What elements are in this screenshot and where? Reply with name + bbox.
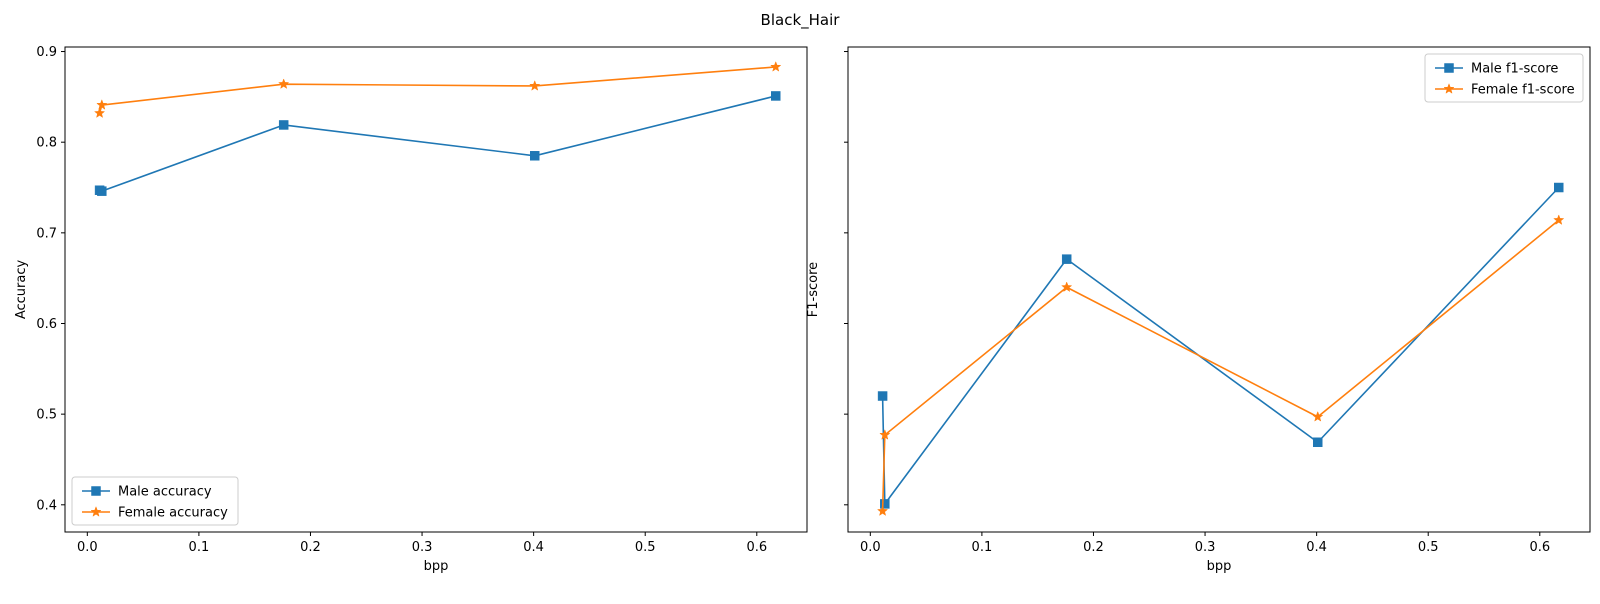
figure-title: Black_Hair <box>761 11 841 30</box>
data-point <box>529 151 540 161</box>
x-axis-label: bpp <box>1207 559 1232 574</box>
legend-box <box>71 476 239 526</box>
data-point <box>771 91 781 101</box>
data-point <box>529 80 541 91</box>
legend-marker <box>1444 63 1454 73</box>
data-point <box>1553 214 1565 225</box>
legend-label: Male accuracy <box>118 485 212 500</box>
series-line-1 <box>881 186 1560 505</box>
x-tick-label: 0.1 <box>189 540 210 555</box>
data-point <box>278 78 290 89</box>
series-line-2 <box>881 219 1560 512</box>
y-tick-label: 0.9 <box>36 45 57 60</box>
data-point <box>278 120 289 130</box>
plot-frame <box>847 46 1591 533</box>
chart-panel-1: 0.0 0.1 0.2 0.3 0.4 0.5 0.6 0.4 0.5 0.6 0.7 0.8 0.9 b… <box>14 45 808 574</box>
legend: Male accuracy Female accuracy <box>71 476 239 526</box>
series-group <box>93 61 782 196</box>
y-tick-label: 0.6 <box>36 317 57 332</box>
y-tick-label: 0.7 <box>36 226 57 241</box>
legend-marker <box>90 506 102 517</box>
chart-panel-2: 0.0 0.1 0.2 0.3 0.4 0.5 0.6 bpp F1-score Male f1-… <box>806 46 1591 574</box>
x-tick-label: 0.4 <box>1306 540 1327 555</box>
x-tick-label: 0.3 <box>1195 540 1216 555</box>
x-tick-label: 0.2 <box>300 540 321 555</box>
data-point <box>880 499 890 509</box>
y-tick-label: 0.8 <box>36 136 57 151</box>
legend-label: Female f1-score <box>1471 83 1575 98</box>
legend-label: Female accuracy <box>118 506 228 521</box>
plot-frame <box>64 46 808 533</box>
legend-marker <box>91 486 101 496</box>
x-tick-label: 0.0 <box>77 540 98 555</box>
y-tick-label: 0.4 <box>36 498 57 513</box>
legend-label: Male f1-score <box>1471 62 1558 77</box>
x-tick-label: 0.4 <box>523 540 544 555</box>
x-tick-label: 0.3 <box>412 540 433 555</box>
legend-box <box>1424 53 1584 103</box>
x-tick-label: 0.6 <box>746 540 767 555</box>
x-tick-label: 0.5 <box>635 540 656 555</box>
legend: Male f1-score Female f1-score <box>1424 53 1584 103</box>
data-point <box>96 99 108 110</box>
x-tick-label: 0.6 <box>1529 540 1550 555</box>
y-axis-label: F1-score <box>806 262 821 317</box>
data-point <box>1312 437 1323 448</box>
data-point <box>1312 410 1324 422</box>
y-tick-label: 0.5 <box>36 408 57 423</box>
y-axis-label: Accuracy <box>14 260 29 320</box>
data-point <box>1061 281 1073 293</box>
data-point <box>770 61 782 72</box>
x-tick-label: 0.0 <box>860 540 881 555</box>
x-tick-label: 0.2 <box>1083 540 1104 555</box>
series-line-2 <box>98 66 776 114</box>
series-group <box>876 182 1565 516</box>
x-tick-label: 0.1 <box>972 540 993 555</box>
data-point <box>1554 182 1564 193</box>
data-point <box>93 107 106 118</box>
data-point <box>97 186 107 196</box>
data-point <box>879 429 891 440</box>
data-point <box>877 391 888 401</box>
x-tick-label: 0.5 <box>1418 540 1439 555</box>
data-point <box>876 505 889 516</box>
x-axis-label: bpp <box>424 559 449 574</box>
legend-marker <box>1443 83 1455 94</box>
series-line-1 <box>99 95 776 192</box>
data-point <box>1061 254 1072 264</box>
